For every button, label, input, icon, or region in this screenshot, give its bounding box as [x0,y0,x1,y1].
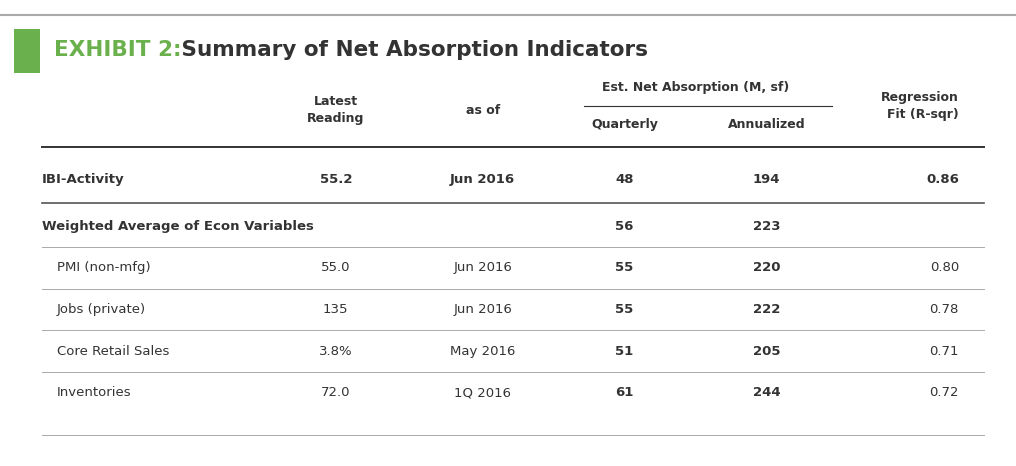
Text: Jobs (private): Jobs (private) [57,303,146,316]
Text: 0.72: 0.72 [930,386,959,399]
Text: Quarterly: Quarterly [591,117,658,130]
Text: 56: 56 [616,219,634,233]
Text: 72.0: 72.0 [321,386,351,399]
Text: 55.0: 55.0 [321,261,351,274]
Text: 0.71: 0.71 [930,345,959,357]
Text: Est. Net Absorption (M, sf): Est. Net Absorption (M, sf) [601,81,789,94]
Text: 0.80: 0.80 [930,261,959,274]
Text: 3.8%: 3.8% [319,345,353,357]
Text: 55.2: 55.2 [319,173,352,186]
Text: Inventories: Inventories [57,386,132,399]
Text: Regression
Fit (R-sqr): Regression Fit (R-sqr) [881,90,959,121]
Text: 48: 48 [616,173,634,186]
Text: EXHIBIT 2:: EXHIBIT 2: [54,40,182,60]
Text: Jun 2016: Jun 2016 [453,303,512,316]
Text: Core Retail Sales: Core Retail Sales [57,345,170,357]
Text: 220: 220 [753,261,780,274]
Text: IBI-Activity: IBI-Activity [42,173,125,186]
Text: Latest
Reading: Latest Reading [307,95,365,125]
Text: Jun 2016: Jun 2016 [450,173,515,186]
Text: 244: 244 [753,386,780,399]
Text: May 2016: May 2016 [450,345,515,357]
Text: 222: 222 [753,303,780,316]
Text: Weighted Average of Econ Variables: Weighted Average of Econ Variables [42,219,314,233]
Text: 55: 55 [616,303,634,316]
Text: 51: 51 [616,345,634,357]
Text: 135: 135 [323,303,348,316]
Text: Annualized: Annualized [727,117,806,130]
Text: Summary of Net Absorption Indicators: Summary of Net Absorption Indicators [174,40,647,60]
Text: 0.78: 0.78 [930,303,959,316]
Text: 61: 61 [616,386,634,399]
Text: 205: 205 [753,345,780,357]
Text: PMI (non-mfg): PMI (non-mfg) [57,261,150,274]
FancyBboxPatch shape [13,29,40,73]
Text: Jun 2016: Jun 2016 [453,261,512,274]
Text: 1Q 2016: 1Q 2016 [454,386,511,399]
Text: 0.86: 0.86 [926,173,959,186]
Text: as of: as of [465,104,500,117]
Text: 55: 55 [616,261,634,274]
Text: 223: 223 [753,219,780,233]
Text: 194: 194 [753,173,780,186]
